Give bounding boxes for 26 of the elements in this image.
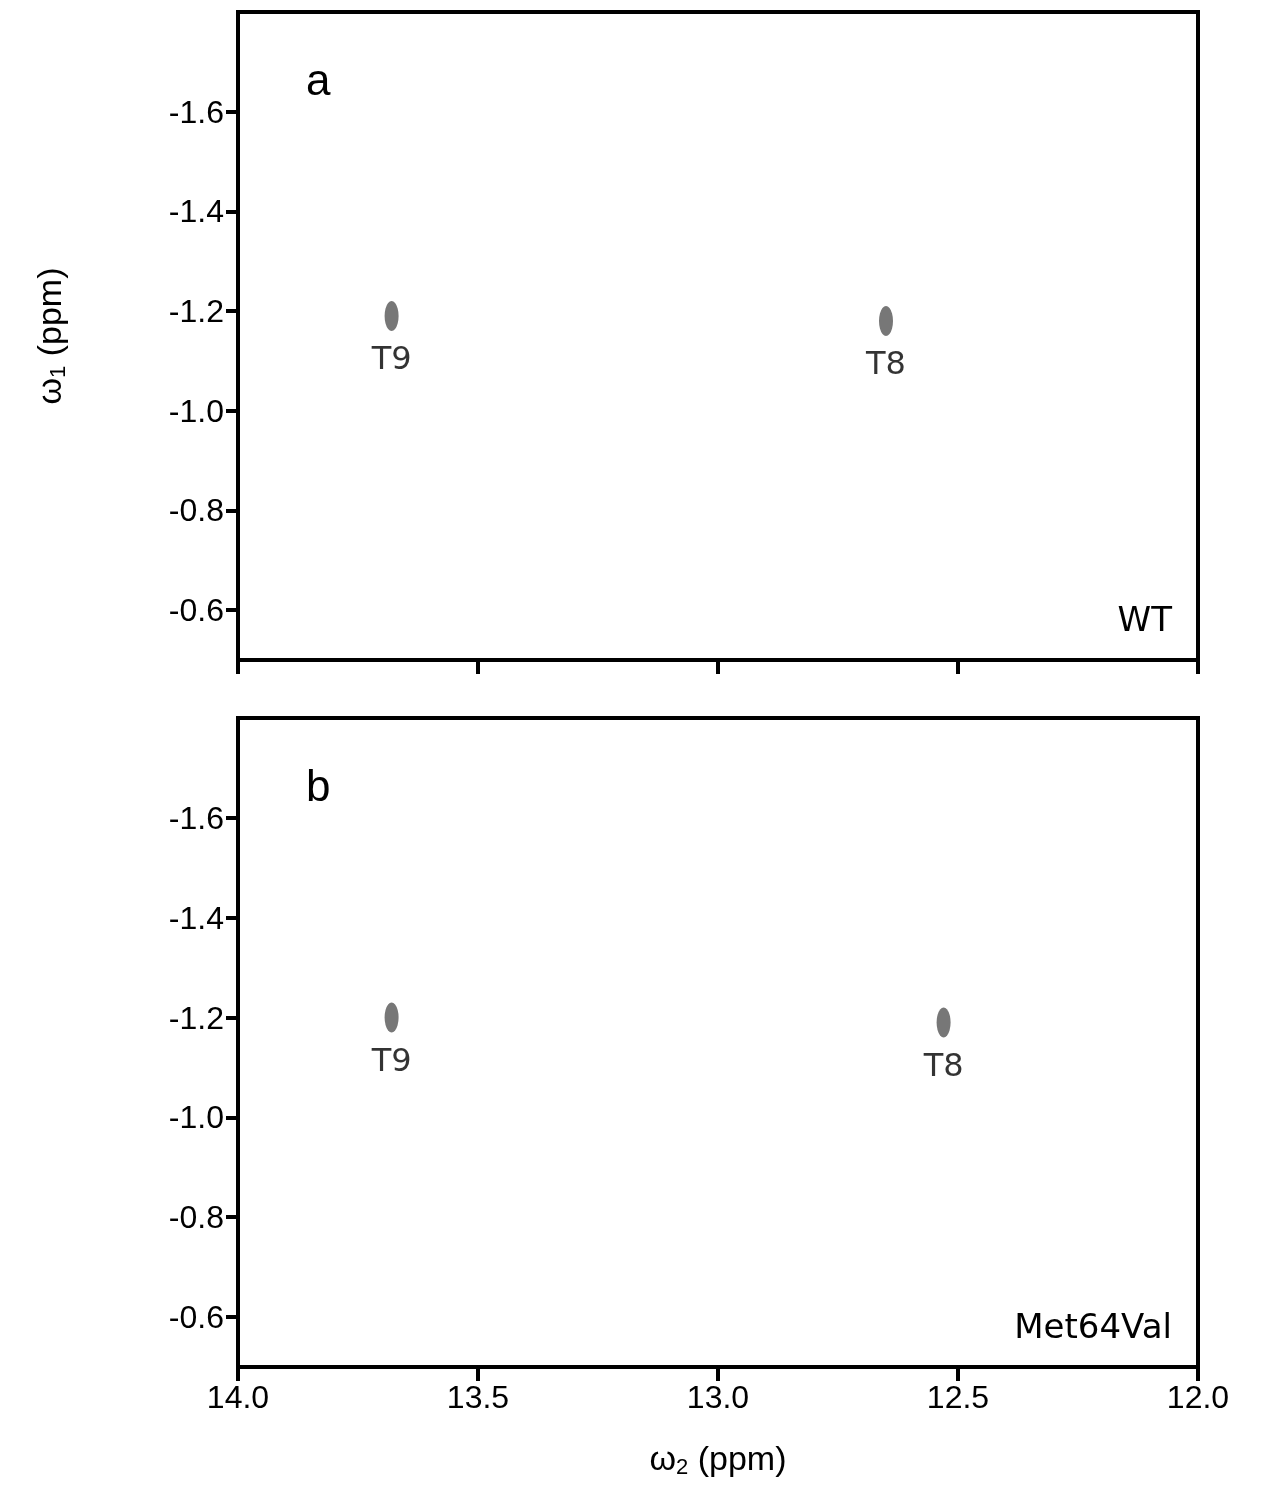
x-tick-label: 14.0 [206, 1379, 270, 1415]
annotation: T8 [922, 1045, 964, 1084]
annotation: WT [1117, 599, 1173, 639]
y-tick-label: -1.6 [168, 93, 224, 130]
x-tick-label: 13.0 [686, 1379, 750, 1415]
x-tick-label: 12.5 [926, 1379, 990, 1415]
annotation: T9 [370, 1040, 412, 1079]
annotation: b [306, 760, 331, 810]
y-axis-title: ω1 (ppm) [30, 267, 70, 405]
y-tick-label: -1.2 [168, 293, 224, 330]
x-tick-label: 13.5 [446, 1379, 510, 1415]
x-tick-label: 12.0 [1166, 1379, 1230, 1415]
y-tick-label: -1.4 [168, 193, 224, 230]
y-tick-label: -1.0 [168, 1099, 224, 1136]
y-tick-label: -1.4 [168, 899, 224, 936]
annotation: T8 [865, 344, 906, 383]
annotation: T9 [370, 339, 412, 378]
y-tick-label: -0.8 [168, 1199, 224, 1236]
y-tick-label: -1.0 [168, 392, 224, 429]
y-tick-label: -0.8 [168, 492, 224, 529]
y-tick-label: -1.6 [168, 799, 224, 836]
y-tick-label: -1.2 [168, 999, 224, 1036]
annotation: Met64Val [1014, 1306, 1172, 1346]
y-tick-label: -0.6 [168, 592, 224, 629]
annotation: a [306, 54, 331, 104]
y-tick-label: -0.6 [168, 1299, 224, 1336]
